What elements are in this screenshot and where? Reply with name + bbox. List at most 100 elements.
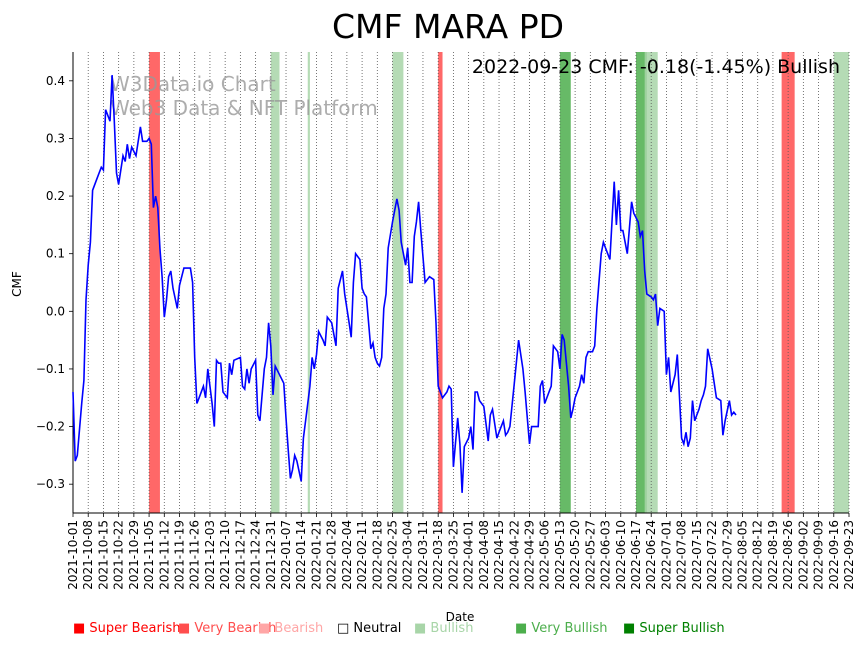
x-tick-label: 2022-02-18	[370, 520, 384, 590]
x-tick-label: 2022-01-07	[279, 520, 293, 590]
signal-band	[781, 52, 795, 513]
x-tick-label: 2021-10-01	[66, 520, 80, 590]
legend-label: Super Bullish	[639, 621, 725, 636]
x-tick-label: 2022-09-09	[812, 520, 826, 590]
x-tick-label: 2022-07-01	[659, 520, 673, 590]
x-tick-label: 2021-12-31	[264, 520, 278, 590]
legend-item: □ Neutral	[337, 621, 401, 636]
legend-item: ■ Very Bullish	[515, 621, 607, 636]
signal-band	[149, 52, 160, 513]
x-tick-label: 2021-11-26	[188, 520, 202, 590]
x-tick-label: 2022-04-15	[492, 520, 506, 590]
x-tick-label: 2022-04-01	[462, 520, 476, 590]
signal-band	[559, 52, 571, 513]
legend-label: Very Bullish	[531, 621, 608, 636]
y-tick-label: −0.1	[36, 362, 65, 376]
x-tick-label: 2021-11-12	[157, 520, 171, 590]
x-tick-label: 2021-10-22	[112, 520, 126, 590]
x-tick-label: 2022-05-06	[538, 520, 552, 590]
watermark-line: W3Data.io Chart	[110, 72, 276, 96]
signal-bands	[149, 52, 849, 513]
x-tick-label: 2022-03-18	[431, 520, 445, 590]
x-tick-label: 2022-04-29	[522, 520, 536, 590]
x-tick-label: 2022-01-21	[309, 520, 323, 590]
legend-swatch: ■	[73, 621, 90, 636]
signal-band	[635, 52, 647, 513]
x-tick-label: 2022-04-22	[507, 520, 521, 590]
x-tick-label: 2022-04-08	[477, 520, 491, 590]
x-tick-label: 2022-06-17	[629, 520, 643, 590]
signal-band	[833, 52, 849, 513]
x-tick-label: 2021-11-05	[142, 520, 156, 590]
x-tick-label: 2022-01-28	[325, 520, 339, 590]
axes	[72, 52, 849, 514]
x-tick-label: 2022-06-24	[644, 520, 658, 590]
signal-band	[644, 52, 658, 513]
x-axis-label: Date	[446, 610, 475, 624]
x-tick-label: 2022-07-29	[720, 520, 734, 590]
x-tick-label: 2021-12-10	[218, 520, 232, 590]
x-tick-label: 2021-10-29	[127, 520, 141, 590]
x-tick-label: 2022-05-20	[568, 520, 582, 590]
x-tick-label: 2022-07-15	[690, 520, 704, 590]
y-tick-label: 0.1	[46, 247, 65, 261]
cmf-series-line	[72, 75, 737, 493]
legend-item: ■ Super Bearish	[73, 621, 181, 636]
legend-swatch: ■	[414, 621, 431, 636]
x-tick-label: 2022-07-08	[675, 520, 689, 590]
x-tick-label: 2022-01-14	[294, 520, 308, 590]
x-tick-label: 2022-03-25	[446, 520, 460, 590]
y-tick-label: 0.3	[46, 131, 65, 145]
x-tick-label: 2021-12-17	[233, 520, 247, 590]
legend-swatch: ■	[515, 621, 532, 636]
legend-swatch: □	[337, 621, 354, 636]
legend-label: Neutral	[353, 621, 402, 636]
legend-label: Bullish	[430, 621, 474, 636]
x-tick-label: 2022-08-26	[781, 520, 795, 590]
y-tick-label: −0.3	[36, 477, 65, 491]
x-tick-label: 2022-08-05	[735, 520, 749, 590]
chart-title: CMF MARA PD	[332, 7, 564, 46]
y-tick-label: −0.2	[36, 420, 65, 434]
x-tick-label: 2022-09-16	[827, 520, 841, 590]
x-tick-label: 2021-11-19	[173, 520, 187, 590]
x-tick-label: 2022-02-25	[386, 520, 400, 590]
legend-label: Super Bearish	[89, 621, 181, 636]
legend-swatch: ■	[623, 621, 640, 636]
latest-value-annotation: 2022-09-23 CMF: -0.18(-1.45%) Bullish	[472, 56, 840, 78]
x-tick-label: 2022-07-22	[705, 520, 719, 590]
x-tick-label: 2022-08-19	[766, 520, 780, 590]
x-tick-label: 2022-05-27	[583, 520, 597, 590]
signal-band	[270, 52, 280, 513]
x-tick-label: 2022-03-11	[416, 520, 430, 590]
y-tick-label: 0.2	[46, 189, 65, 203]
legend-item: ■ Very Bearish	[178, 621, 276, 636]
y-tick-label: 0.0	[46, 304, 65, 318]
x-tick-label: 2022-06-03	[599, 520, 613, 590]
watermark-line: Web3 Data & NFT Platform	[110, 96, 378, 120]
signal-band	[307, 52, 310, 513]
x-tick-label: 2022-09-02	[796, 520, 810, 590]
y-tick-label: 0.4	[46, 74, 65, 88]
x-tick-label: 2021-10-15	[96, 520, 110, 590]
x-axis-ticks: 2021-10-01 2021-10-08 2021-10-15 2021-10-22…	[66, 513, 856, 590]
vertical-grid	[72, 52, 850, 513]
x-tick-label: 2022-02-11	[355, 520, 369, 590]
x-tick-label: 2022-09-23	[842, 520, 856, 590]
x-tick-label: 2022-03-04	[401, 520, 415, 590]
legend-item: ■ Bullish	[414, 621, 473, 636]
x-tick-label: 2022-02-04	[340, 520, 354, 590]
signal-band	[392, 52, 404, 513]
legend-swatch: ■	[178, 621, 195, 636]
y-axis-ticks: −0.3 −0.2 −0.1 0.0 0.1 0.2 0.3 0.4	[36, 74, 73, 491]
x-tick-label: 2021-12-03	[203, 520, 217, 590]
x-tick-label: 2022-08-12	[751, 520, 765, 590]
legend-item: ■ Super Bullish	[623, 621, 725, 636]
signal-band	[438, 52, 443, 513]
legend-label: Very Bearish	[194, 621, 277, 636]
legend-label: Bearish	[274, 621, 324, 636]
x-tick-label: 2021-12-24	[249, 520, 263, 590]
y-axis-label: CMF	[10, 271, 24, 297]
